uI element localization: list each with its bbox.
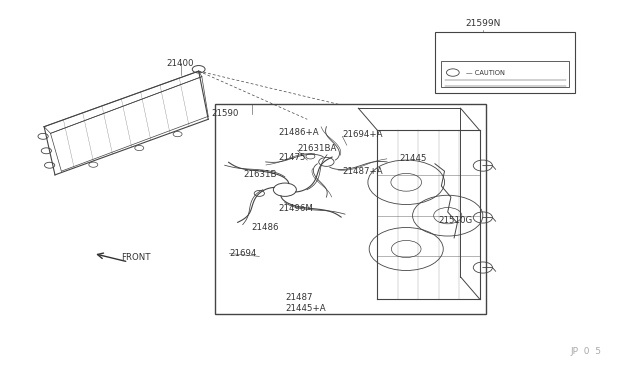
Text: 21445: 21445 (400, 154, 428, 163)
Text: 21487+A: 21487+A (342, 167, 383, 176)
Text: 21487: 21487 (285, 294, 312, 302)
Bar (435, 32, 575, 93)
Text: 21694+A: 21694+A (342, 130, 383, 140)
Text: 21631B: 21631B (243, 170, 277, 179)
Text: 21496M: 21496M (278, 204, 314, 213)
Text: 21400: 21400 (167, 59, 194, 68)
Text: 21599N: 21599N (465, 19, 500, 29)
Text: 21510G: 21510G (438, 216, 472, 225)
Text: 21590: 21590 (211, 109, 239, 118)
Bar (214, 105, 486, 314)
Text: 21486+A: 21486+A (278, 128, 319, 137)
Text: 21486: 21486 (252, 223, 279, 232)
Text: FRONT: FRONT (121, 253, 150, 262)
Text: 21445+A: 21445+A (285, 304, 326, 313)
Text: 21631BA: 21631BA (298, 144, 337, 153)
Bar (442, 61, 569, 87)
Text: 21475: 21475 (278, 153, 306, 161)
Text: 21694: 21694 (229, 249, 257, 258)
Text: — CAUTION: — CAUTION (466, 70, 504, 76)
Text: JP  0  5: JP 0 5 (570, 347, 601, 356)
